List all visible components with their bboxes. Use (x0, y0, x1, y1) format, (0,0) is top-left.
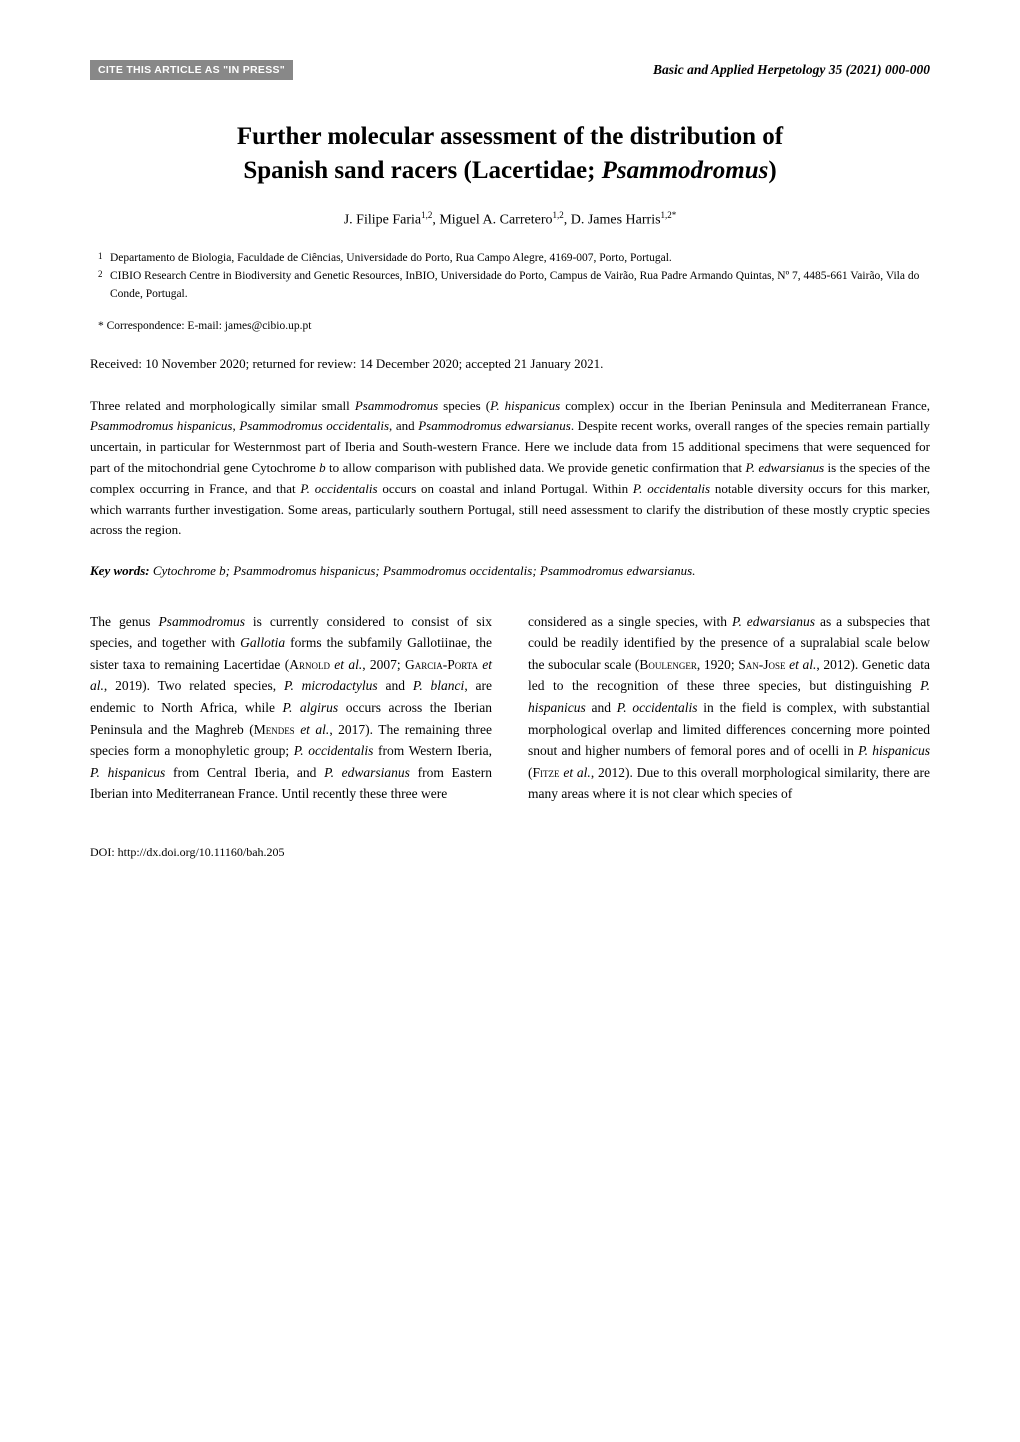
c2-s2: P. edwarsianus (732, 614, 815, 629)
author-2: Miguel A. Carretero (439, 212, 552, 227)
abs-s3: species ( (438, 398, 490, 413)
c2-s11: P. occidentalis (617, 700, 698, 715)
abs-s9: , and (389, 418, 418, 433)
column-left: The genus Psammodromus is currently cons… (90, 611, 492, 805)
abs-s2: Psammodromus (355, 398, 438, 413)
c2-s1: considered as a single species, with (528, 614, 732, 629)
doi: DOI: http://dx.doi.org/10.11160/bah.205 (90, 845, 930, 860)
c1-s14: P. blanci (413, 678, 464, 693)
keywords-label: Key words: (90, 563, 150, 578)
body-columns: The genus Psammodromus is currently cons… (90, 611, 930, 805)
author-3: D. James Harris (571, 212, 661, 227)
abs-s10: Psammodromus edwarsianus (418, 418, 571, 433)
c1-s9: Garcia-Porta (405, 657, 482, 672)
c1-s1: The genus (90, 614, 158, 629)
c1-s19: et al. (300, 722, 329, 737)
abs-s18: P. occidentalis (633, 481, 710, 496)
c2-s7: et al. (789, 657, 816, 672)
journal-info: Basic and Applied Herpetology 35 (2021) … (653, 62, 930, 78)
c2-s10: and (586, 700, 617, 715)
affil-1-num: 1 (98, 250, 106, 268)
author-1: J. Filipe Faria (344, 212, 421, 227)
abs-s17: occurs on coastal and inland Portugal. W… (378, 481, 633, 496)
c2-s16: et al. (563, 765, 590, 780)
c1-s18: Mendes (254, 722, 301, 737)
abstract: Three related and morphologically simila… (90, 396, 930, 542)
c2-s6: San-Jose (738, 657, 789, 672)
abs-s13: to allow comparison with published data.… (326, 460, 746, 475)
keywords: Key words: Cytochrome b; Psammodromus hi… (90, 561, 930, 581)
title-genus: Psammodromus (602, 157, 769, 184)
c1-s23: P. hispanicus (90, 765, 165, 780)
c1-s6: Arnold (289, 657, 334, 672)
c1-s11: , 2019). Two related species, (104, 678, 284, 693)
affiliations: 1 Departamento de Biologia, Faculdade de… (90, 250, 930, 303)
c1-s8: , 2007; (362, 657, 405, 672)
header-bar: CITE THIS ARTICLE AS "IN PRESS" Basic an… (90, 60, 930, 80)
authors: J. Filipe Faria1,2, Miguel A. Carretero1… (90, 210, 930, 229)
c2-s5: , 1920; (697, 657, 738, 672)
c1-s21: P. occidentalis (294, 743, 374, 758)
c1-s25: P. edwarsianus (324, 765, 410, 780)
affil-2-num: 2 (98, 268, 106, 304)
c1-s12: P. microdactylus (284, 678, 378, 693)
title-line1: Further molecular assessment of the dist… (237, 123, 783, 150)
keywords-list: Cytochrome b; Psammodromus hispanicus; P… (150, 563, 696, 578)
c1-s22: from Western Iberia, (373, 743, 492, 758)
c1-s16: P. algirus (283, 700, 339, 715)
c1-s24: from Central Iberia, and (165, 765, 324, 780)
author-3-sup: 1,2* (661, 210, 677, 220)
abs-s1: Three related and morphologically simila… (90, 398, 355, 413)
c1-s7: et al. (334, 657, 362, 672)
abs-s4: P. hispanicus (490, 398, 560, 413)
c1-s13: and (378, 678, 413, 693)
c2-s15: Fitze (533, 765, 564, 780)
c1-s2: Psammodromus (158, 614, 245, 629)
author-2-sup: 1,2 (552, 210, 563, 220)
dates: Received: 10 November 2020; returned for… (90, 356, 930, 372)
author-1-sup: 1,2 (421, 210, 432, 220)
affiliation-2: 2 CIBIO Research Centre in Biodiversity … (98, 268, 922, 304)
column-right: considered as a single species, with P. … (528, 611, 930, 805)
abs-s5: complex) occur in the Iberian Peninsula … (560, 398, 930, 413)
correspondence: * Correspondence: E-mail: james@cibio.up… (90, 320, 930, 332)
abs-s6: Psammodromus hispanicus (90, 418, 233, 433)
c2-s4: Boulenger (639, 657, 697, 672)
article-title: Further molecular assessment of the dist… (90, 120, 930, 188)
title-line2-pre: Spanish sand racers (Lacertidae; (243, 157, 601, 184)
abs-s8: Psammodromus occidentalis (239, 418, 389, 433)
abs-s16: P. occidentalis (300, 481, 377, 496)
c2-s13: P. hispanicus (858, 743, 930, 758)
affil-2-text: CIBIO Research Centre in Biodiversity an… (110, 268, 922, 304)
cite-badge: CITE THIS ARTICLE AS "IN PRESS" (90, 60, 293, 80)
abs-s14: P. edwarsianus (745, 460, 824, 475)
affil-1-text: Departamento de Biologia, Faculdade de C… (110, 250, 922, 268)
c1-s4: Gallotia (240, 635, 285, 650)
title-line2-post: ) (768, 157, 776, 184)
affiliation-1: 1 Departamento de Biologia, Faculdade de… (98, 250, 922, 268)
